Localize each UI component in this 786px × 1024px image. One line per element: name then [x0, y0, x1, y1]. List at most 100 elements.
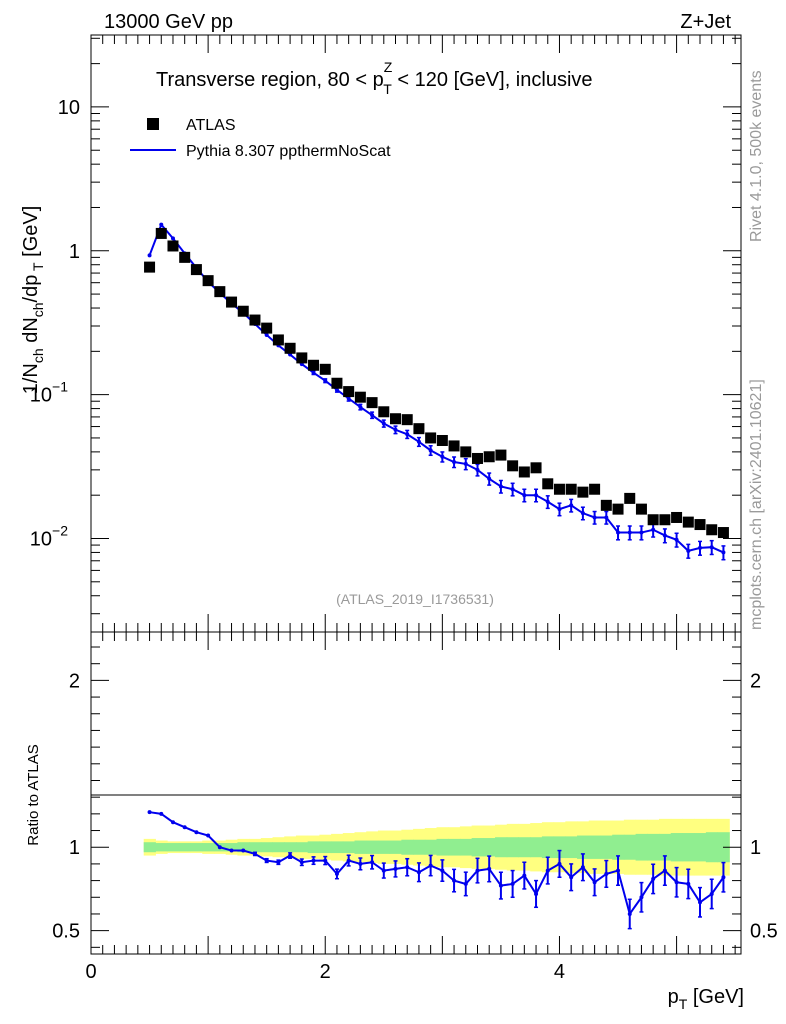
band-stat-segment — [143, 842, 156, 853]
ratio-plot-frame — [90, 631, 742, 955]
data-point — [460, 446, 472, 458]
data-point — [331, 377, 343, 389]
ratio-point — [147, 810, 152, 815]
mc-point — [522, 493, 527, 498]
rivet-version-label: Rivet 4.1.0, 500k events — [748, 70, 765, 242]
ratio-point — [440, 868, 445, 873]
main-y-tick-label: 10 — [58, 97, 80, 119]
ratio-point — [522, 873, 527, 878]
ratio-y-tick-label-right: 1 — [750, 837, 761, 859]
ratio-point — [534, 891, 539, 896]
ratio-point — [194, 830, 199, 835]
band-stat-segment — [307, 841, 320, 854]
mc-point — [498, 484, 503, 489]
data-point — [600, 499, 612, 511]
band-stat-segment — [342, 841, 356, 854]
mc-point — [452, 460, 457, 465]
ratio-point — [264, 858, 269, 863]
ratio-point — [358, 861, 363, 866]
ratio-point — [334, 871, 339, 876]
title-end: < 120 [GeV], inclusive — [392, 69, 593, 91]
ratio-point — [405, 865, 410, 870]
ratio-y-tick-label-right: 0.5 — [750, 921, 778, 943]
data-point — [261, 322, 273, 334]
mc-point — [721, 550, 726, 555]
band-stat-segment — [225, 843, 238, 852]
band-stat-segment — [459, 838, 473, 856]
data-point — [635, 503, 647, 515]
ratio-point — [639, 895, 644, 900]
mc-point — [416, 439, 421, 444]
ratio-y-tick-label: 0.5 — [52, 921, 80, 943]
ratio-point — [674, 880, 679, 885]
legend-data-label: ATLAS — [186, 117, 236, 134]
ratio-point — [651, 876, 656, 881]
mc-point — [510, 487, 515, 492]
band-stat-segment — [155, 843, 168, 852]
band-stat-segment — [260, 842, 274, 853]
ratio-y-tick-label-right: 2 — [750, 670, 761, 692]
mc-point — [569, 503, 574, 508]
ratio-point — [381, 868, 386, 873]
mc-point — [545, 499, 550, 504]
mc-point — [604, 515, 609, 520]
ratio-point — [604, 871, 609, 876]
ratio-uncertainty-bands — [143, 818, 730, 876]
ratio-point — [159, 811, 164, 816]
x-axis-label: pT [GeV] — [668, 986, 744, 1012]
mc-point — [334, 387, 339, 392]
band-stat-segment — [553, 836, 566, 859]
ratio-point — [288, 853, 293, 858]
x-tick-label: 2 — [320, 961, 331, 983]
main-y-axis-label: 1/Nch dNch/dp T [GeV] — [20, 206, 46, 395]
data-point — [425, 432, 437, 444]
band-stat-segment — [541, 836, 555, 859]
band-stat-segment — [623, 834, 637, 860]
band-stat-segment — [705, 832, 719, 863]
ratio-point — [686, 881, 691, 886]
plot-title: Transverse region, 80 < pZ T < 120 [GeV],… — [156, 59, 593, 97]
band-stat-segment — [483, 838, 496, 857]
mc-point — [323, 378, 328, 383]
data-point — [413, 423, 425, 435]
mc-point — [627, 530, 632, 535]
ratio-y-axis-label: Ratio to ATLAS — [25, 744, 42, 845]
band-stat-segment — [565, 836, 578, 859]
mc-point — [475, 467, 480, 472]
mc-point — [405, 432, 410, 437]
band-stat-segment — [694, 833, 707, 862]
ratio-point — [709, 891, 714, 896]
ratio-point — [627, 911, 632, 916]
data-point — [167, 240, 179, 252]
data-point — [390, 413, 402, 425]
band-stat-segment — [377, 840, 391, 854]
ratio-point — [311, 858, 316, 863]
data-point — [378, 406, 390, 418]
band-stat-segment — [190, 843, 203, 852]
mc-line-ratio — [149, 811, 725, 917]
mc-point — [264, 332, 269, 337]
ratio-point — [475, 868, 480, 873]
band-stat-segment — [424, 839, 437, 855]
ratio-point — [299, 860, 304, 865]
ratio-point — [252, 851, 257, 856]
data-point — [671, 511, 683, 523]
mc-point — [358, 405, 363, 410]
ratio-point — [206, 833, 211, 838]
mc-point — [698, 545, 703, 550]
band-stat-segment — [647, 833, 660, 861]
mc-point — [639, 530, 644, 535]
mc-point — [487, 476, 492, 481]
data-point — [354, 391, 366, 403]
data-point — [272, 334, 284, 346]
data-point — [507, 460, 519, 472]
analysis-id: (ATLAS_2019_I1736531) — [336, 591, 494, 607]
ratio-point — [393, 866, 398, 871]
data-point — [448, 440, 460, 452]
mc-point — [370, 413, 375, 418]
data-point — [436, 434, 448, 446]
mc-point — [674, 537, 679, 542]
data-point — [612, 503, 624, 515]
band-stat-segment — [530, 837, 543, 858]
